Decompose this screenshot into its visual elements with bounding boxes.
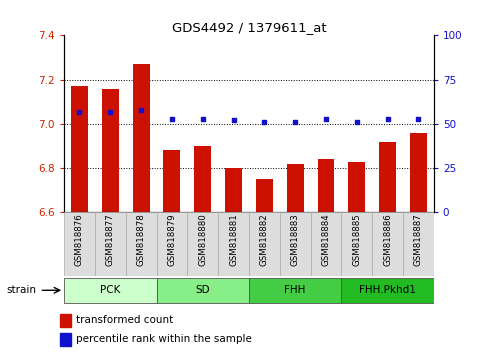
Point [322,116,330,121]
Point [260,119,268,125]
Text: GSM818885: GSM818885 [352,214,361,267]
Text: FHH.Pkhd1: FHH.Pkhd1 [359,285,416,295]
Title: GDS4492 / 1379611_at: GDS4492 / 1379611_at [172,21,326,34]
Bar [280,212,311,276]
Bar [95,212,126,276]
Text: GSM818876: GSM818876 [75,214,84,267]
Bar [64,212,95,276]
Point [75,109,83,114]
Bar [126,212,157,276]
Bar [403,212,434,276]
Bar [133,64,149,212]
Bar [372,212,403,276]
Text: GSM818882: GSM818882 [260,214,269,267]
Bar [64,278,157,303]
Bar [311,212,341,276]
Text: strain: strain [6,285,36,295]
Point [230,118,238,123]
Text: GSM818881: GSM818881 [229,214,238,267]
Point [353,119,361,125]
Bar [60,314,71,327]
Text: SD: SD [195,285,210,295]
Text: GSM818884: GSM818884 [321,214,330,267]
Bar [410,133,427,212]
Text: GSM818886: GSM818886 [383,214,392,267]
Point [384,116,391,121]
Bar [256,179,273,212]
Bar [341,212,372,276]
Text: percentile rank within the sample: percentile rank within the sample [75,335,251,344]
Bar [194,146,211,212]
Bar [157,278,249,303]
Point [106,109,114,114]
Point [291,119,299,125]
Point [199,116,207,121]
Bar [287,164,304,212]
Text: GSM818880: GSM818880 [198,214,207,267]
Bar [60,333,71,346]
Text: PCK: PCK [100,285,120,295]
Text: GSM818878: GSM818878 [137,214,145,267]
Bar [71,86,88,212]
Bar [164,150,180,212]
Text: FHH: FHH [284,285,306,295]
Bar [225,168,242,212]
Point [137,107,145,113]
Text: GSM818887: GSM818887 [414,214,423,267]
Point [415,116,423,121]
Text: GSM818877: GSM818877 [106,214,115,267]
Bar [349,161,365,212]
Bar [379,142,396,212]
Bar [249,212,280,276]
Bar [187,212,218,276]
Bar [249,278,341,303]
Point [168,116,176,121]
Bar [102,88,119,212]
Bar [341,278,434,303]
Text: GSM818879: GSM818879 [168,214,176,266]
Bar [157,212,187,276]
Bar [317,159,334,212]
Text: transformed count: transformed count [75,315,173,325]
Text: GSM818883: GSM818883 [291,214,300,267]
Bar [218,212,249,276]
